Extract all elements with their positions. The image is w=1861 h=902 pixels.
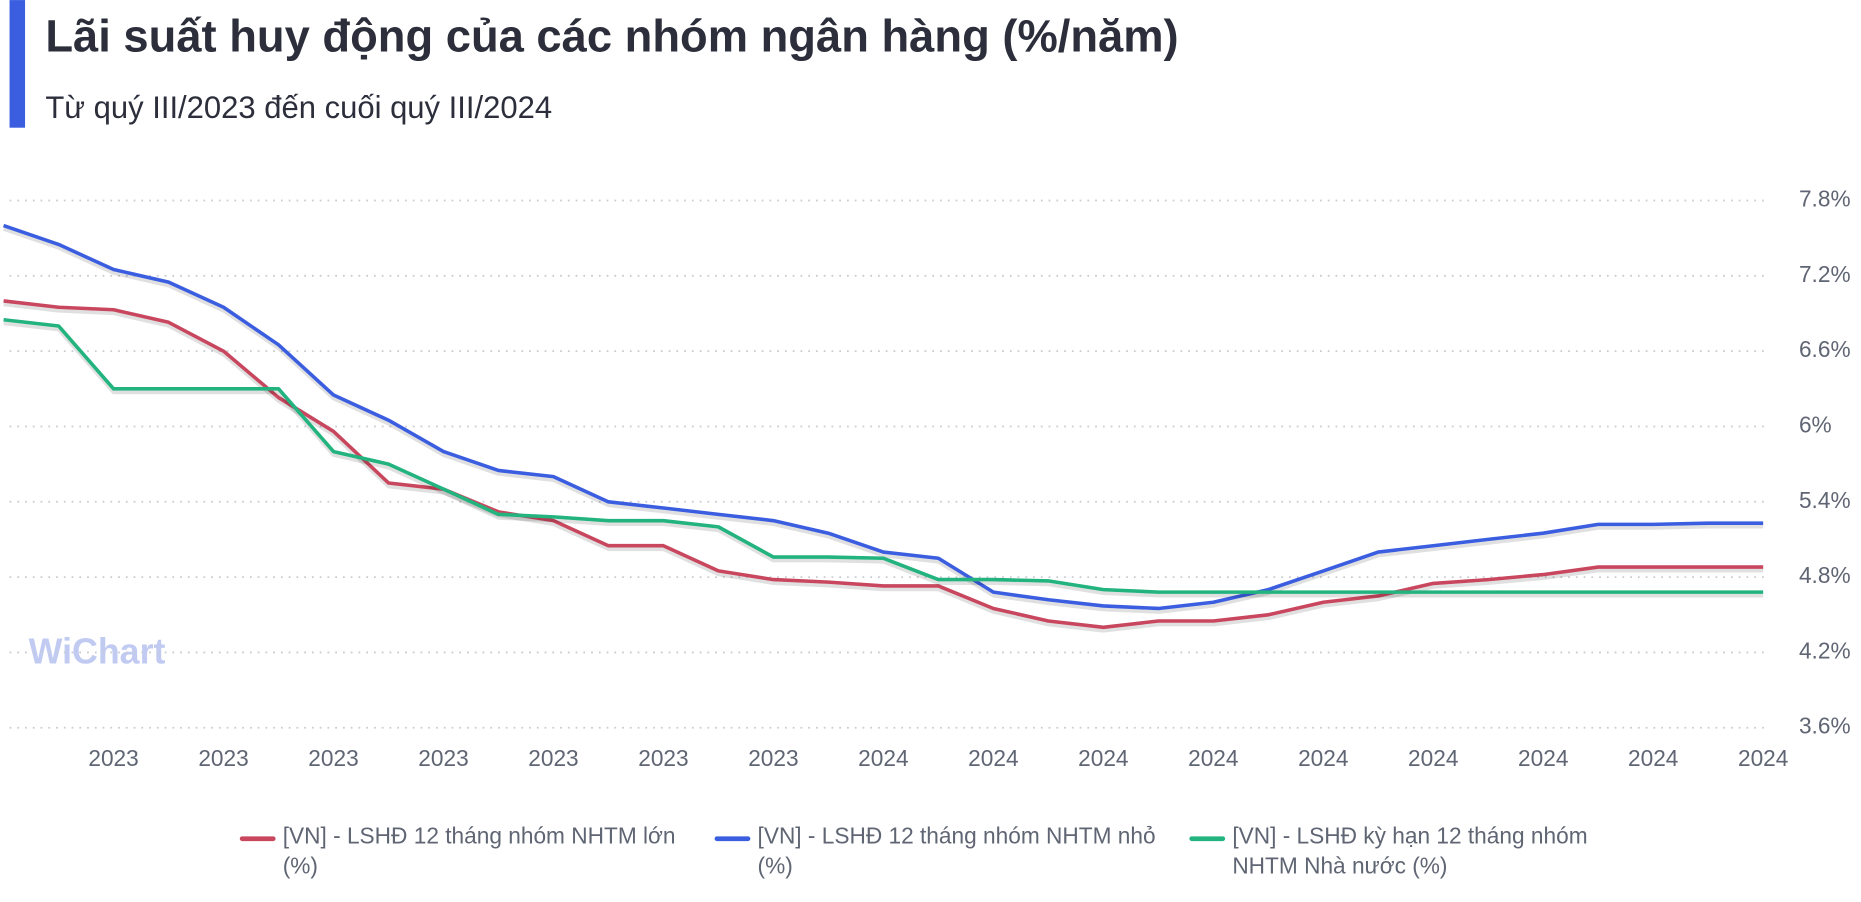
series-line <box>3 317 1764 594</box>
series-line <box>2 223 1764 611</box>
x-tick-label: 2023 <box>308 745 358 771</box>
x-tick-label: 2024 <box>1078 745 1128 771</box>
y-tick-label: 3.6% <box>1799 713 1851 739</box>
legend-label: [VN] - LSHĐ 12 tháng nhóm NHTM lớn (%) <box>282 824 676 880</box>
y-tick-label: 5.4% <box>1799 487 1851 513</box>
x-tick-label: 2024 <box>1738 745 1788 771</box>
y-tick-label: 7.2% <box>1799 261 1851 287</box>
y-tick-label: 4.8% <box>1799 562 1851 588</box>
y-tick-label: 4.2% <box>1799 637 1851 663</box>
series-shadow <box>3 321 1764 598</box>
x-tick-label: 2023 <box>418 745 468 771</box>
x-tick-label: 2023 <box>528 745 578 771</box>
legend-item: [VN] - LSHĐ 12 tháng nhóm NHTM nhỏ (%) <box>757 824 1156 880</box>
legend-label: [VN] - LSHĐ 12 tháng nhóm NHTM nhỏ (%) <box>757 824 1156 880</box>
x-tick-label: 2024 <box>1298 745 1348 771</box>
x-tick-label: 2023 <box>638 745 688 771</box>
chart-subtitle: Từ quý III/2023 đến cuối quý III/2024 <box>45 90 552 125</box>
series-shadow <box>3 302 1764 633</box>
x-tick-label: 2024 <box>1628 745 1678 771</box>
x-tick-label: 2023 <box>88 745 138 771</box>
series-shadow <box>2 227 1764 614</box>
legend-item: [VN] - LSHĐ kỳ hạn 12 tháng nhóm NHTM Nh… <box>1232 824 1588 880</box>
x-tick-label: 2024 <box>858 745 908 771</box>
x-tick-label: 2023 <box>748 745 798 771</box>
watermark: WiChart <box>29 631 166 671</box>
x-tick-label: 2024 <box>1408 745 1458 771</box>
x-tick-label: 2024 <box>1188 745 1238 771</box>
legend-item: [VN] - LSHĐ 12 tháng nhóm NHTM lớn (%) <box>282 824 676 880</box>
y-tick-label: 7.8% <box>1799 185 1851 211</box>
x-tick-label: 2023 <box>198 745 248 771</box>
legend-label: [VN] - LSHĐ kỳ hạn 12 tháng nhóm NHTM Nh… <box>1232 824 1588 880</box>
x-tick-label: 2024 <box>968 745 1018 771</box>
chart-title: Lãi suất huy động của các nhóm ngân hàng… <box>45 10 1178 61</box>
series-line <box>3 299 1764 630</box>
y-tick-label: 6% <box>1799 411 1832 437</box>
x-tick-label: 2024 <box>1518 745 1568 771</box>
title-accent <box>9 0 26 128</box>
y-tick-label: 6.6% <box>1799 336 1851 362</box>
